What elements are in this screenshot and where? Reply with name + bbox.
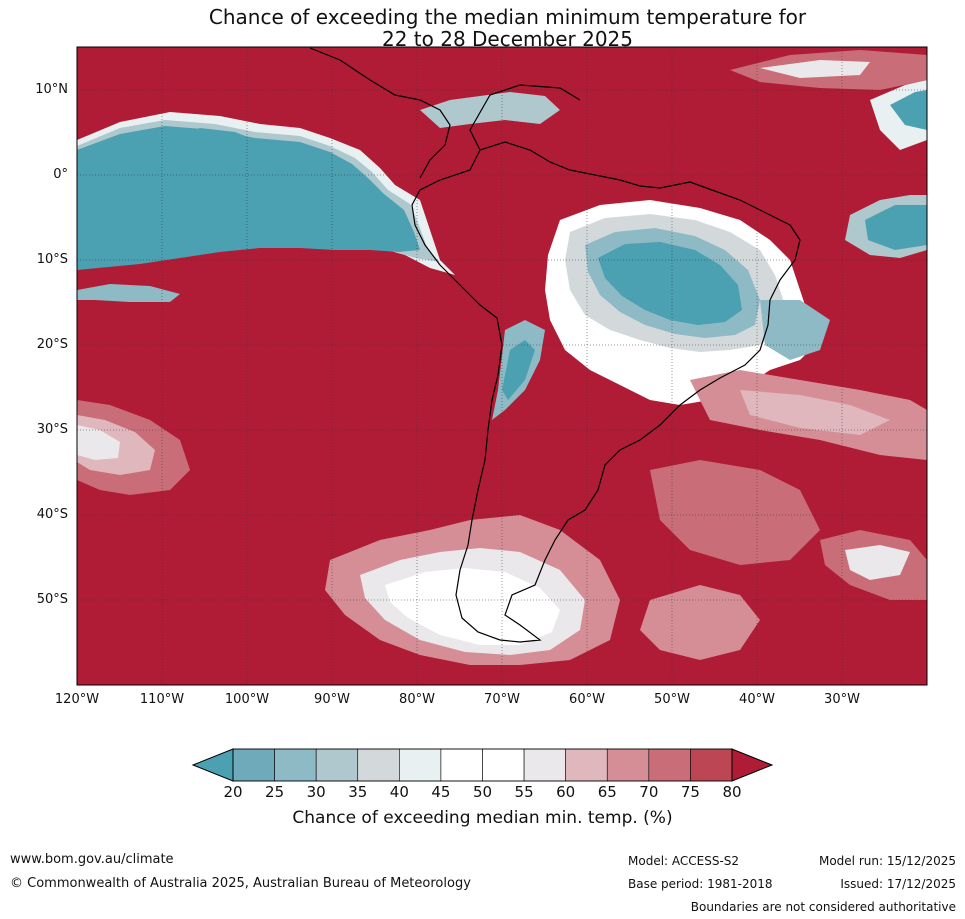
lat-label-40s: 40°S bbox=[36, 507, 68, 522]
footer-copyright: © Commonwealth of Australia 2025, Austra… bbox=[10, 876, 471, 891]
colorbar-cell bbox=[315, 748, 359, 782]
brazil-cool-region bbox=[545, 200, 830, 405]
lon-label-120w: 120°W bbox=[54, 692, 100, 707]
colorbar-tick-label: 30 bbox=[306, 783, 326, 801]
lon-label-40w: 40°W bbox=[739, 692, 775, 707]
colorbar-tick-label: 80 bbox=[722, 783, 742, 801]
footer-url[interactable]: www.bom.gov.au/climate bbox=[10, 852, 174, 867]
colorbar-cell bbox=[690, 748, 733, 782]
footer-model-run: Model run: 15/12/2025 bbox=[818, 854, 956, 868]
colorbar-tick-label: 75 bbox=[680, 783, 700, 801]
colorbar-tick-label: 45 bbox=[431, 783, 451, 801]
map-title-line1: Chance of exceeding the median minimum t… bbox=[208, 5, 807, 29]
colorbar-tick-label: 40 bbox=[389, 783, 409, 801]
colorbar-cell bbox=[523, 748, 566, 782]
colorbar-tick-label: 20 bbox=[223, 783, 243, 801]
colorbar-cell bbox=[357, 748, 400, 782]
lon-label-110w: 110°W bbox=[139, 692, 185, 707]
colorbar bbox=[191, 748, 774, 782]
colorbar-over-arrow bbox=[731, 748, 774, 782]
central-america-cool-region bbox=[420, 92, 560, 128]
lat-label-10n: 10°N bbox=[35, 82, 68, 97]
atlantic-cool-region bbox=[845, 80, 927, 258]
colorbar-cell bbox=[565, 748, 608, 782]
colorbar-cell bbox=[606, 748, 650, 782]
lon-label-80w: 80°W bbox=[399, 692, 435, 707]
pacific-cool-region bbox=[77, 112, 455, 302]
colorbar-cell bbox=[232, 748, 275, 782]
lon-label-60w: 60°W bbox=[569, 692, 605, 707]
colorbar-cell bbox=[274, 748, 317, 782]
lat-label-20s: 20°S bbox=[36, 337, 68, 352]
south-america-coastline bbox=[411, 141, 801, 643]
lon-label-50w: 50°W bbox=[654, 692, 690, 707]
lat-label-30s: 30°S bbox=[36, 422, 68, 437]
colorbar-cell bbox=[440, 748, 483, 782]
lon-label-70w: 70°W bbox=[484, 692, 520, 707]
colorbar-under-arrow bbox=[191, 748, 234, 782]
colorbar-tick-label: 35 bbox=[348, 783, 368, 801]
lat-label-0: 0° bbox=[53, 167, 68, 182]
lon-label-100w: 100°W bbox=[224, 692, 270, 707]
colorbar-tick-label: 25 bbox=[265, 783, 285, 801]
footer-issued: Issued: 17/12/2025 bbox=[840, 877, 956, 891]
footer-disclaimer: Boundaries are not considered authoritat… bbox=[690, 900, 956, 914]
colorbar-tick-label: 60 bbox=[556, 783, 576, 801]
colorbar-tick-label: 65 bbox=[597, 783, 617, 801]
colorbar-cell bbox=[399, 748, 442, 782]
patagonia-neutral-region bbox=[325, 515, 620, 665]
lon-label-90w: 90°W bbox=[314, 692, 350, 707]
lat-label-50s: 50°S bbox=[36, 592, 68, 607]
map-title-line2: 22 to 28 December 2025 bbox=[381, 27, 633, 51]
lon-label-30w: 30°W bbox=[824, 692, 860, 707]
lat-label-10s: 10°S bbox=[36, 252, 68, 267]
colorbar-cell bbox=[482, 748, 525, 782]
colorbar-frame bbox=[232, 748, 733, 782]
map-frame bbox=[76, 46, 928, 686]
colorbar-tick-label: 70 bbox=[639, 783, 659, 801]
colorbar-cell bbox=[648, 748, 691, 782]
colorbar-tick-label: 50 bbox=[472, 783, 493, 801]
footer-base-period: Base period: 1981-2018 bbox=[628, 877, 773, 891]
colorbar-tick-label: 55 bbox=[514, 783, 534, 801]
eastern-pacific-mixed-region bbox=[77, 400, 190, 495]
footer-model: Model: ACCESS-S2 bbox=[628, 854, 740, 868]
graticule bbox=[77, 47, 927, 685]
colorbar-label: Chance of exceeding median min. temp. (%… bbox=[292, 808, 673, 828]
